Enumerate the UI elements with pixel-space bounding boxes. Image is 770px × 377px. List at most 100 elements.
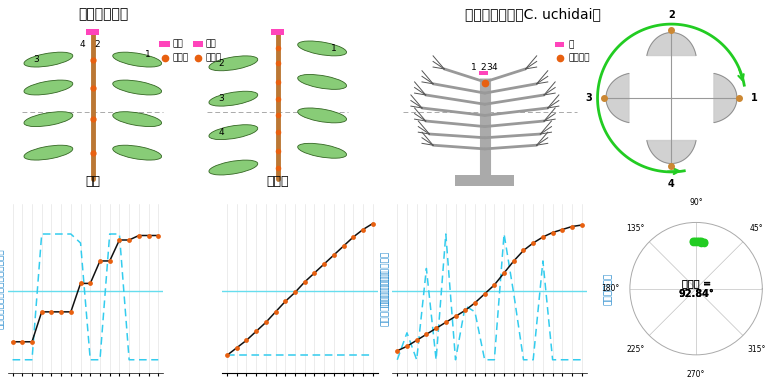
Bar — [555, 42, 564, 47]
Point — [142, 233, 155, 239]
Text: 平均値 =
92.84°: 平均値 = 92.84° — [678, 278, 714, 299]
Polygon shape — [714, 74, 737, 123]
Point — [367, 221, 379, 227]
Text: 頂部: 頂部 — [206, 40, 216, 49]
Point — [695, 238, 707, 244]
Bar — [271, 29, 284, 35]
Point — [123, 237, 136, 243]
Point — [440, 319, 452, 325]
Point — [84, 280, 96, 287]
Point — [566, 224, 578, 230]
Point — [65, 309, 77, 315]
Text: 4: 4 — [80, 40, 85, 49]
Text: 放射相称植物: 放射相称植物 — [79, 8, 129, 21]
Point — [459, 307, 471, 313]
Text: 3: 3 — [487, 63, 493, 72]
Bar — [86, 29, 99, 35]
Point — [410, 337, 423, 343]
Point — [478, 291, 490, 297]
Ellipse shape — [112, 112, 162, 127]
Point — [259, 319, 272, 325]
Ellipse shape — [24, 145, 73, 160]
Text: 平均値 =
92.84°: 平均値 = 92.84° — [678, 278, 714, 299]
Point — [337, 243, 350, 249]
Point — [308, 270, 320, 276]
Text: 輪生: 輪生 — [85, 175, 100, 188]
Text: 口からの距離: 口からの距離 — [604, 273, 613, 305]
Point — [450, 313, 462, 319]
Text: 2: 2 — [95, 40, 100, 49]
Point — [689, 238, 701, 244]
Bar — [159, 41, 169, 47]
Point — [687, 239, 699, 245]
Point — [498, 270, 511, 276]
Text: 触手基部: 触手基部 — [568, 53, 590, 62]
Point — [698, 239, 711, 245]
Text: 4: 4 — [491, 63, 497, 72]
Polygon shape — [647, 141, 696, 164]
Point — [270, 309, 282, 315]
Ellipse shape — [112, 52, 162, 67]
Point — [103, 258, 116, 264]
Point — [692, 239, 705, 245]
Point — [689, 239, 701, 245]
Point — [556, 227, 568, 233]
Point — [576, 222, 588, 228]
Point — [94, 258, 106, 264]
Text: 3: 3 — [219, 94, 224, 103]
Text: 3: 3 — [585, 93, 591, 103]
Ellipse shape — [298, 75, 346, 89]
Y-axis label: 葉基部間の距離（平均値との比）: 葉基部間の距離（平均値との比） — [0, 248, 5, 329]
Polygon shape — [647, 32, 696, 55]
Point — [250, 328, 263, 334]
Text: 葉基部: 葉基部 — [172, 53, 189, 62]
Point — [469, 300, 481, 306]
Text: 4: 4 — [219, 128, 224, 137]
Point — [280, 298, 292, 304]
Ellipse shape — [24, 52, 73, 67]
Point — [401, 343, 413, 349]
Text: 葉基部: 葉基部 — [206, 53, 222, 62]
Bar — [479, 71, 488, 75]
Text: 放射相称動物（C. uchidai）: 放射相称動物（C. uchidai） — [465, 8, 601, 21]
Point — [527, 240, 539, 246]
Point — [6, 339, 18, 345]
Point — [299, 279, 311, 285]
Text: 頂部: 頂部 — [172, 40, 183, 49]
Point — [391, 348, 403, 354]
Point — [357, 227, 369, 233]
Point — [691, 239, 703, 245]
Bar — [455, 175, 514, 186]
Y-axis label: 頂部からの距離: 頂部からの距離 — [380, 270, 390, 308]
Point — [547, 230, 559, 236]
Point — [687, 238, 699, 244]
Point — [420, 331, 433, 337]
Ellipse shape — [112, 145, 162, 160]
Point — [26, 339, 38, 345]
Ellipse shape — [298, 41, 346, 56]
Point — [698, 240, 710, 246]
Text: 1: 1 — [471, 63, 477, 72]
Ellipse shape — [298, 143, 346, 158]
Point — [695, 239, 707, 245]
Ellipse shape — [298, 108, 346, 123]
Ellipse shape — [112, 80, 162, 95]
Point — [240, 337, 253, 343]
Point — [55, 309, 67, 315]
Point — [507, 258, 520, 264]
Text: 口: 口 — [568, 40, 574, 49]
Point — [35, 309, 48, 315]
Point — [75, 280, 87, 287]
Text: 1: 1 — [145, 51, 150, 60]
Point — [691, 238, 703, 244]
Point — [488, 282, 500, 288]
Text: 2: 2 — [219, 59, 224, 68]
Ellipse shape — [209, 125, 258, 139]
Point — [152, 233, 165, 239]
Text: 1: 1 — [331, 44, 337, 53]
Text: 3: 3 — [33, 55, 39, 64]
Text: 2: 2 — [668, 10, 675, 20]
Text: 4: 4 — [668, 179, 675, 189]
Point — [16, 339, 28, 345]
Point — [45, 309, 58, 315]
